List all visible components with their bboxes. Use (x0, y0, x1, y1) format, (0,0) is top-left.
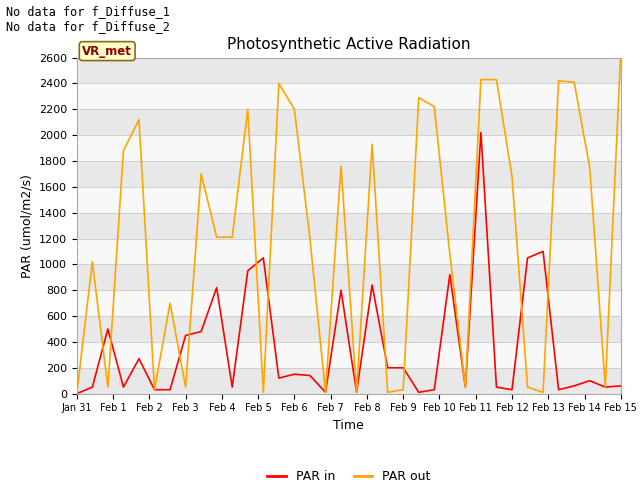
X-axis label: Time: Time (333, 419, 364, 432)
Title: Photosynthetic Active Radiation: Photosynthetic Active Radiation (227, 37, 470, 52)
Bar (77, 316, 621, 342)
Bar (77, 264, 621, 290)
Bar (77, 239, 621, 264)
Bar (77, 290, 621, 316)
Legend: PAR in, PAR out: PAR in, PAR out (262, 465, 436, 480)
Bar (77, 187, 621, 213)
Bar (77, 109, 621, 135)
Y-axis label: PAR (umol/m2/s): PAR (umol/m2/s) (20, 174, 33, 277)
Bar (77, 342, 621, 368)
Bar (77, 84, 621, 109)
Bar (77, 213, 621, 239)
Bar (77, 368, 621, 394)
Bar (77, 161, 621, 187)
Bar (77, 135, 621, 161)
Bar (77, 58, 621, 84)
Text: No data for f_Diffuse_1
No data for f_Diffuse_2: No data for f_Diffuse_1 No data for f_Di… (6, 5, 170, 33)
Text: VR_met: VR_met (82, 45, 132, 58)
